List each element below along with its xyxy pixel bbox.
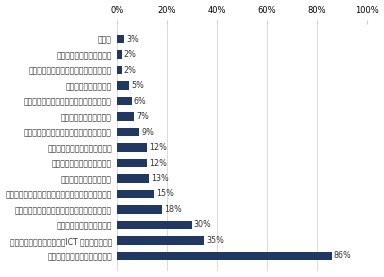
Bar [117,236,204,245]
Text: 12%: 12% [149,143,167,152]
Bar [117,81,129,90]
Text: 15%: 15% [156,189,174,199]
Text: 2%: 2% [124,50,137,59]
Text: 2%: 2% [124,66,137,75]
Text: 13%: 13% [151,174,169,183]
Bar [117,143,147,152]
Bar [117,205,162,214]
Bar [117,112,134,121]
Text: 18%: 18% [164,205,182,214]
Text: 7%: 7% [136,112,149,121]
Bar [117,66,122,74]
Text: 6%: 6% [134,97,147,106]
Text: 3%: 3% [126,35,139,43]
Text: 12%: 12% [149,158,167,168]
Text: 5%: 5% [131,81,144,90]
Bar [117,128,139,136]
Bar [117,221,192,229]
Text: 9%: 9% [141,127,154,137]
Text: 86%: 86% [334,252,351,260]
Text: 35%: 35% [206,236,224,245]
Bar [117,159,147,167]
Bar [117,50,122,59]
Bar [117,35,124,43]
Bar [117,174,149,183]
Bar [117,190,154,198]
Text: 30%: 30% [194,220,212,229]
Bar [117,97,132,105]
Bar [117,252,332,260]
